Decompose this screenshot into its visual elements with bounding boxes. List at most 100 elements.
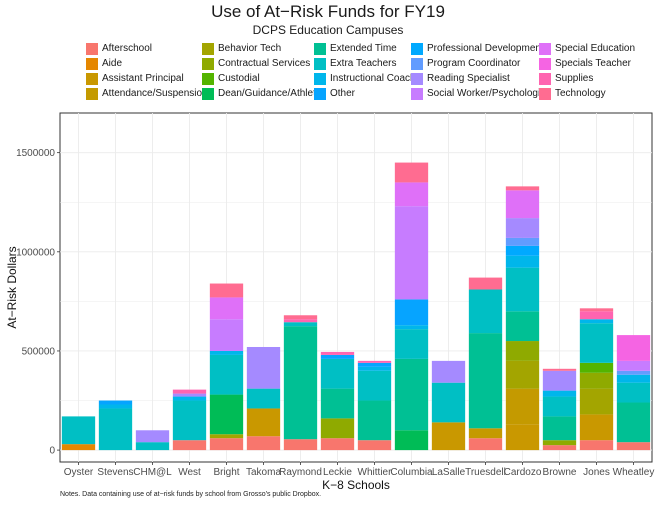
bar-segment-wheatley-extra-teachers: Wheatley - Extra Teachers: 100000: [616, 382, 651, 403]
bar-segment-lasalle-reading-specialist: LaSalle - Reading Specialist: 110000: [431, 360, 466, 383]
bar-segment-oyster-extra-teachers: Oyster - Extra Teachers: 140000: [61, 416, 96, 445]
bar-segment-lasalle-assistant-principal: LaSalle - Assistant Principal: 140000: [431, 422, 466, 451]
bar-segment-columbia-dean-guidance-athletic: Columbia - Dean/Guidance/Athletic: 10000…: [394, 430, 429, 451]
bar-segment-raymond-extended-time: Raymond - Extended Time: 570000: [283, 326, 318, 440]
bar-segment-jones-contractual-services: Jones - Contractual Services: 80000: [579, 372, 614, 389]
bar-segment-jones-behavior-tech: Jones - Behavior Tech: 130000: [579, 388, 614, 415]
bar-segment-wheatley-program-coordinator: Wheatley - Program Coordinator: 20000: [616, 370, 651, 375]
chart-subtitle: DCPS Education Campuses: [252, 23, 404, 37]
bar-segment-west-afterschool: West - Afterschool: 50000: [172, 440, 207, 451]
bar-segment-cardozo-professional-development: Cardozo - Professional Development: 5000…: [505, 245, 540, 256]
bar-segment-jones-assistant-principal: Jones - Assistant Principal: 130000: [579, 414, 614, 441]
legend-key: [314, 88, 326, 100]
legend-label: Professional Development: [427, 43, 544, 54]
bar-segment-whittier-extra-teachers: Whittier - Extra Teachers: 150000: [357, 370, 392, 401]
bar-segment-jones-technology: Jones - Technology: 15000: [579, 308, 614, 312]
bar-segment-cardozo-special-education: Cardozo - Special Education: 140000: [505, 190, 540, 219]
bar-segment-stevens-other: Stevens - Other: 20000: [98, 400, 133, 405]
legend-label: Reading Specialist: [427, 73, 510, 84]
bar-segment-jones-instructional-coach: Jones - Instructional Coach: 20000: [579, 319, 614, 324]
x-tick-label: Wheatley: [613, 467, 655, 478]
y-tick-label: 1500000: [16, 148, 55, 159]
bar-segment-truesdell-extended-time: Truesdell - Extended Time: 480000: [468, 333, 503, 429]
bar-segment-jones-custodial: Jones - Custodial: 50000: [579, 362, 614, 373]
bar-segment-cardozo-behavior-tech: Cardozo - Behavior Tech: 140000: [505, 360, 540, 389]
bar-segment-wheatley-extended-time: Wheatley - Extended Time: 200000: [616, 402, 651, 443]
chart-note: Notes. Data containing use of at−risk fu…: [60, 491, 322, 498]
bar-segment-bright-social-worker-psychologist: Bright - Social Worker/Psychologist: 160…: [209, 319, 244, 351]
x-tick-label: Truesdell: [465, 467, 506, 478]
x-tick-label: Takoma: [246, 467, 281, 478]
bar-segment-browne-reading-specialist: Browne - Reading Specialist: 100000: [542, 370, 577, 391]
bar-segment-browne-extended-time: Browne - Extended Time: 120000: [542, 416, 577, 441]
bar-segment-stevens-extra-teachers: Stevens - Extra Teachers: 210000: [98, 408, 133, 451]
bar-segment-browne-contractual-services: Browne - Contractual Services: 25000: [542, 440, 577, 446]
bar-segment-columbia-extended-time: Columbia - Extended Time: 360000: [394, 358, 429, 431]
bar-segment-raymond-technology: Raymond - Technology: 20000: [283, 315, 318, 320]
bar-segment-truesdell-technology: Truesdell - Technology: 60000: [468, 277, 503, 290]
bar-segment-chm-l-reading-specialist: CHM@L - Reading Specialist: 60000: [135, 430, 170, 443]
bar-segment-cardozo-extra-teachers: Cardozo - Extra Teachers: 220000: [505, 267, 540, 312]
bar-segment-leckie-extra-teachers: Leckie - Extra Teachers: 150000: [320, 358, 355, 389]
x-tick-label: Columbia: [390, 467, 433, 478]
x-tick-label: Cardozo: [504, 467, 542, 478]
legend-key: [539, 88, 551, 100]
bar-segment-west-extra-teachers: West - Extra Teachers: 200000: [172, 400, 207, 441]
bar-segment-browne-technology: Browne - Technology: 10000: [542, 368, 577, 371]
legend-label: Other: [330, 88, 356, 99]
bar-segment-browne-extra-teachers: Browne - Extra Teachers: 100000: [542, 396, 577, 417]
legend-label: Behavior Tech: [218, 43, 282, 54]
legend-key: [314, 58, 326, 70]
bar-segment-bright-dean-guidance-athletic: Bright - Dean/Guidance/Athletic: 200000: [209, 394, 244, 435]
bar-segment-columbia-instructional-coach: Columbia - Instructional Coach: 20000: [394, 325, 429, 330]
bar-segment-takoma-reading-specialist: Takoma - Reading Specialist: 210000: [246, 346, 281, 389]
bar-segment-leckie-contractual-services: Leckie - Contractual Services: 100000: [320, 418, 355, 439]
bar-segment-bright-special-education: Bright - Special Education: 110000: [209, 297, 244, 320]
bar-segment-browne-afterschool: Browne - Afterschool: 25000: [542, 445, 577, 451]
legend-label: Social Worker/Psychologist: [427, 88, 548, 99]
bar-segment-wheatley-instructional-coach: Wheatley - Instructional Coach: 40000: [616, 374, 651, 383]
bar-segment-bright-behavior-tech: Bright - Behavior Tech: 20000: [209, 434, 244, 439]
bar-segment-jones-supplies: Jones - Supplies: 40000: [579, 311, 614, 320]
legend-label: Custodial: [218, 73, 260, 84]
x-tick-label: CHM@L: [133, 467, 172, 478]
legend-label: Instructional Coach: [330, 73, 416, 84]
y-tick-label: 500000: [22, 346, 56, 357]
legend-label: Program Coordinator: [427, 58, 521, 69]
bar-segment-columbia-social-worker-psychologist: Columbia - Social Worker/Psychologist: 4…: [394, 206, 429, 300]
bar-segment-raymond-extra-teachers: Raymond - Extra Teachers: 20000: [283, 322, 318, 327]
bar-segment-wheatley-specials-teacher: Wheatley - Specials Teacher: 130000: [616, 335, 651, 361]
legend-label: Extra Teachers: [330, 58, 397, 69]
chart-title: Use of At−Risk Funds for FY19: [211, 2, 445, 21]
bar-segment-whittier-instructional-coach: Whittier - Instructional Coach: 20000: [357, 366, 392, 371]
legend-key: [411, 43, 423, 55]
legend-label: Dean/Guidance/Athletic: [218, 88, 324, 99]
bar-segment-columbia-technology: Columbia - Technology: 100000: [394, 162, 429, 183]
legend-label: Special Education: [555, 43, 636, 54]
x-tick-label: Leckie: [323, 467, 352, 478]
legend-key: [539, 43, 551, 55]
legend-label: Technology: [555, 88, 606, 99]
legend-label: Assistant Principal: [102, 73, 184, 84]
bar-segment-cardozo-attendance-suspension: Cardozo - Attendance/Suspension: 180000: [505, 388, 540, 425]
legend-key: [86, 88, 98, 100]
bar-segment-cardozo-reading-specialist: Cardozo - Reading Specialist: 100000: [505, 218, 540, 238]
bar-segment-cardozo-extended-time: Cardozo - Extended Time: 150000: [505, 311, 540, 342]
bar-segment-leckie-other: Leckie - Other: 20000: [320, 354, 355, 359]
bar-segment-takoma-afterschool: Takoma - Afterschool: 70000: [246, 436, 281, 451]
x-axis-title: K−8 Schools: [322, 478, 390, 492]
legend-label: Extended Time: [330, 43, 397, 54]
bar-segment-cardozo-technology: Cardozo - Technology: 20000: [505, 186, 540, 191]
bar-segment-whittier-afterschool: Whittier - Afterschool: 50000: [357, 440, 392, 451]
bar-segment-takoma-extra-teachers: Takoma - Extra Teachers: 100000: [246, 388, 281, 409]
bar-segment-whittier-supplies: Whittier - Supplies: 10000: [357, 360, 392, 363]
bar-segment-leckie-afterschool: Leckie - Afterschool: 60000: [320, 438, 355, 451]
legend-key: [86, 58, 98, 70]
x-tick-label: Browne: [543, 467, 577, 478]
bar-segment-bright-extra-teachers: Bright - Extra Teachers: 200000: [209, 354, 244, 395]
bar-segment-jones-extra-teachers: Jones - Extra Teachers: 200000: [579, 323, 614, 363]
legend: Afterschool Aide Assistant Principal Attend…: [86, 42, 646, 106]
bar-segment-takoma-assistant-principal: Takoma - Assistant Principal: 140000: [246, 408, 281, 437]
legend-key: [86, 73, 98, 85]
